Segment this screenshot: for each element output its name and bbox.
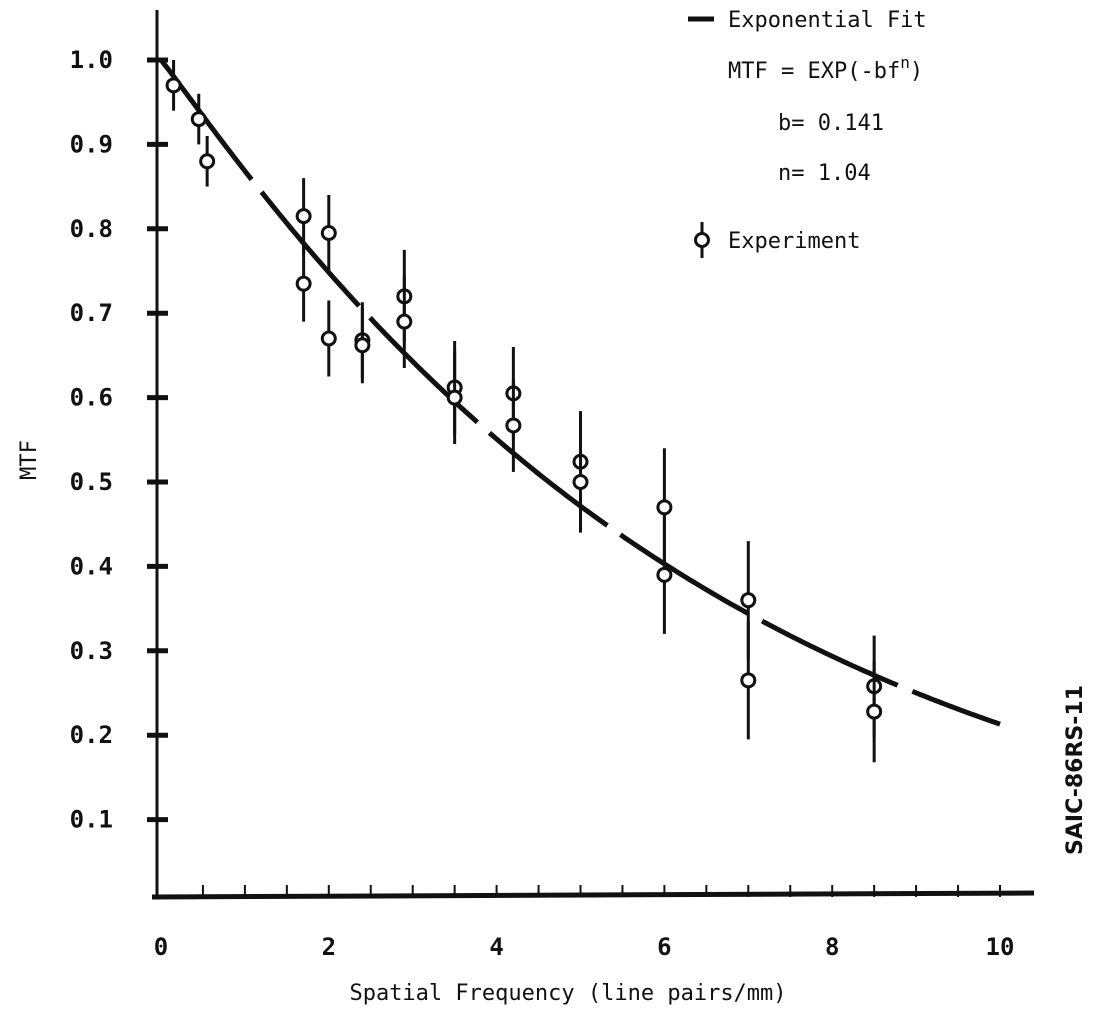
experiment-point (165, 60, 182, 111)
y-ticks: 0.1 0.2 0.3 0.4 0.5 0.6 0.7 0.8 0.9 1.0 (70, 46, 168, 834)
experiment-point (866, 660, 883, 763)
y-tick-label: 0.8 (70, 215, 113, 243)
y-tick-label: 0.6 (70, 384, 113, 412)
legend-equation-close: ) (910, 59, 923, 84)
legend-experiment-marker (694, 222, 710, 258)
point-marker (295, 275, 312, 292)
x-tick-label: 10 (986, 933, 1015, 961)
point-marker (396, 313, 413, 330)
experiment-point (295, 245, 312, 322)
experiment-point (505, 379, 522, 472)
y-tick-label: 0.7 (70, 299, 113, 327)
experiment-point (190, 93, 207, 145)
experiment-point (295, 178, 312, 255)
point-marker (354, 337, 371, 354)
experiment-point (354, 307, 371, 384)
x-tick-label: 6 (657, 933, 671, 961)
x-tick-label: 4 (489, 933, 503, 961)
experiment-point (572, 431, 589, 533)
point-marker (295, 208, 312, 225)
point-marker (320, 330, 337, 347)
y-tick-label: 0.1 (70, 806, 113, 834)
y-tick-label: 0.2 (70, 721, 113, 749)
y-tick-label: 1.0 (70, 46, 113, 74)
experiment-point (320, 195, 337, 271)
point-marker (190, 111, 207, 128)
legend-n-label: n= 1.04 (778, 161, 871, 186)
point-marker (320, 225, 337, 242)
y-tick-label: 0.5 (70, 468, 113, 496)
x-axis-title: Spatial Frequency (line pairs/mm) (349, 981, 786, 1006)
fit-curve-group (159, 58, 1001, 727)
legend-b-label: b= 0.141 (778, 111, 884, 136)
point-marker (165, 77, 182, 94)
legend-equation: MTF = EXP(-bfn) (728, 53, 923, 84)
point-marker (740, 672, 757, 689)
point-marker (656, 566, 673, 583)
x-tick-label: 8 (825, 933, 839, 961)
point-marker (446, 389, 463, 406)
y-tick-label: 0.9 (70, 130, 113, 158)
legend-experiment-label: Experiment (728, 229, 860, 254)
experiment-point (446, 351, 463, 445)
experiment-points (165, 60, 883, 763)
point-marker (656, 499, 673, 516)
fit-curve (159, 58, 1001, 727)
x-axis-line (151, 890, 1035, 900)
legend: Exponential Fit MTF = EXP(-bfn) b= 0.141… (688, 8, 927, 258)
point-marker (505, 417, 522, 434)
point-marker (572, 474, 589, 490)
y-axis-title: MTF (17, 440, 42, 480)
point-marker (866, 703, 883, 720)
y-tick-label: 0.3 (70, 637, 113, 665)
experiment-point (740, 621, 757, 740)
legend-fit-label: Exponential Fit (728, 8, 927, 33)
legend-equation-exponent: n (900, 53, 910, 72)
x-tick-label: 0 (154, 933, 168, 961)
point-marker (740, 592, 757, 609)
experiment-point (396, 275, 413, 369)
point-marker (199, 153, 216, 170)
experiment-point (199, 135, 216, 187)
x-tick-label: 2 (322, 933, 336, 961)
y-tick-label: 0.4 (70, 552, 113, 580)
axes (151, 10, 1035, 900)
legend-equation-base: MTF = EXP(-bf (728, 59, 900, 84)
x-ticks: 0 2 4 6 8 10 (154, 885, 1015, 961)
experiment-point (656, 515, 673, 634)
experiment-point (320, 300, 337, 377)
document-id-label: SAIC-86RS-11 (1063, 685, 1088, 855)
